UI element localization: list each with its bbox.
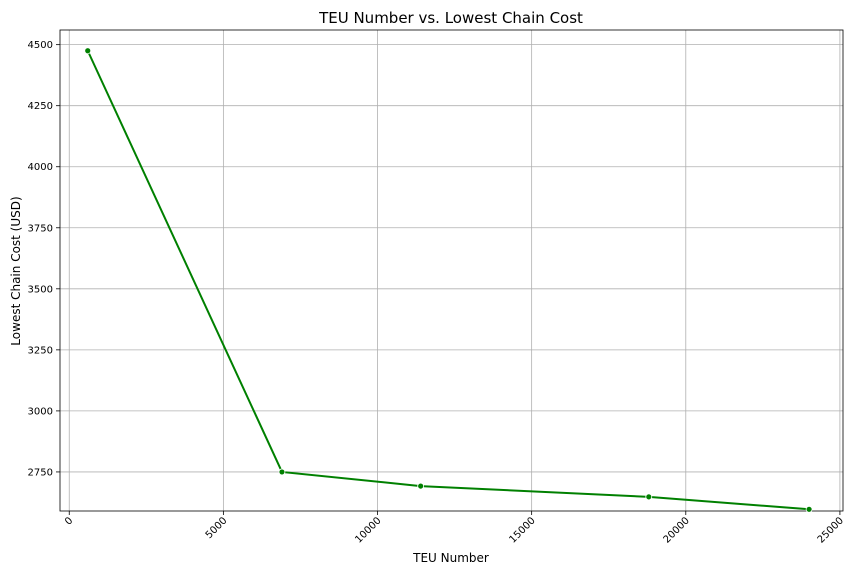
y-tick-label: 4500 xyxy=(28,40,53,51)
y-tick-label: 3750 xyxy=(28,223,53,234)
x-tick-label: 0 xyxy=(63,515,75,527)
y-tick-label: 3250 xyxy=(28,345,53,356)
y-tick-label: 3000 xyxy=(28,406,53,417)
data-point xyxy=(645,493,653,501)
y-tick-label: 2750 xyxy=(28,467,53,478)
series-layer xyxy=(84,47,813,513)
y-tick-label: 4250 xyxy=(28,101,53,112)
data-point xyxy=(278,468,286,476)
data-point xyxy=(84,47,92,55)
axis-ticks: 0 5000 10000 15000 20000 25000 2750 3000 3250 350… xyxy=(28,40,846,545)
y-axis-title: Lowest Chain Cost (USD) xyxy=(9,196,23,345)
x-tick-label: 15000 xyxy=(507,515,537,545)
data-point xyxy=(805,505,813,513)
x-tick-label: 25000 xyxy=(816,515,846,545)
x-tick-label: 20000 xyxy=(662,515,692,545)
data-point xyxy=(417,482,425,490)
x-axis-title: TEU Number xyxy=(412,551,489,565)
y-tick-label: 4000 xyxy=(28,162,53,173)
x-tick-label: 5000 xyxy=(204,515,230,541)
series-line xyxy=(86,50,810,511)
plot-area xyxy=(59,29,844,512)
x-tick-label: 10000 xyxy=(353,515,383,545)
chart-title: TEU Number vs. Lowest Chain Cost xyxy=(318,9,583,27)
y-tick-label: 3500 xyxy=(28,284,53,295)
grid xyxy=(60,30,843,511)
